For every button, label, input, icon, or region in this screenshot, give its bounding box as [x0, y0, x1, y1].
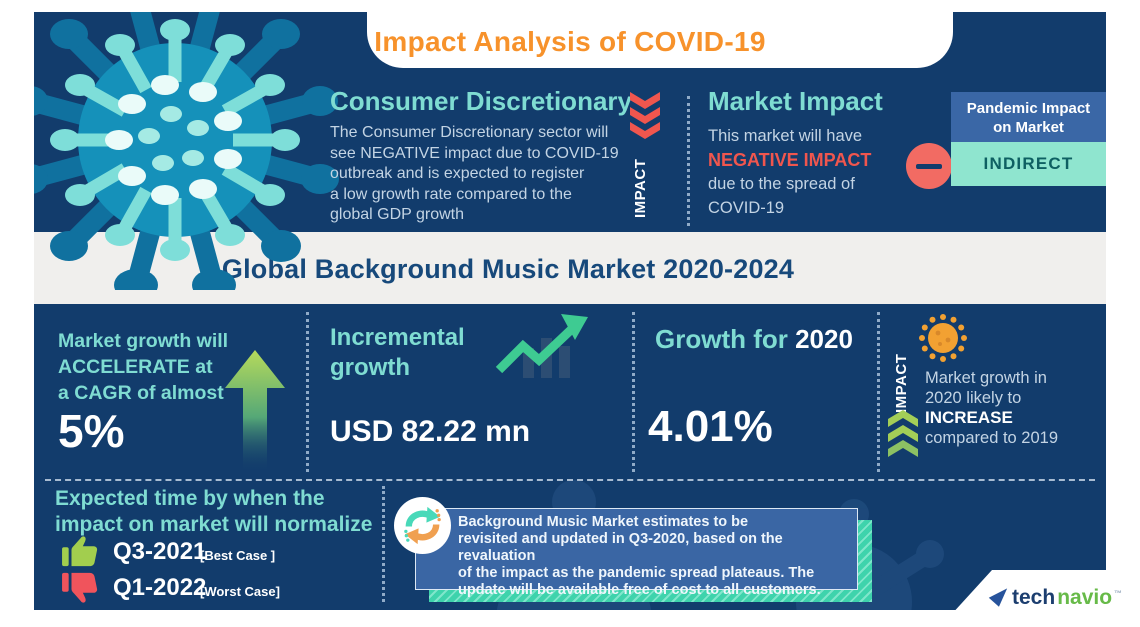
cagr-line: Market growth will [58, 330, 229, 352]
impact-2020-line: compared to 2019 [925, 429, 1059, 447]
consumer-body-line: global GDP growth [330, 206, 464, 223]
incremental-line: growth [330, 354, 410, 381]
worst-case-label: [Worst Case] [200, 584, 280, 599]
growth-2020-label: Growth for 2020 [655, 324, 853, 355]
best-case-label: [Best Case ] [200, 548, 276, 563]
cagr-line: ACCELERATE at [58, 356, 213, 378]
pandemic-impact-box: Pandemic Impact on Market INDIRECT [951, 92, 1106, 186]
consumer-body-line: see NEGATIVE impact due to COVID-19 [330, 144, 619, 162]
growth-2020-prefix: Growth for [655, 324, 796, 354]
consumer-body-line: outbreak and is expected to register [330, 165, 585, 182]
note-line: update will be available free of cost to… [458, 582, 821, 598]
consumer-body-line: a low growth rate compared to the [330, 185, 572, 203]
incremental-line: Incremental [330, 324, 465, 351]
logo-text-navio: navio [1057, 586, 1113, 609]
vertical-separator [306, 312, 309, 472]
impact-vertical-label: IMPACT [893, 353, 910, 413]
note-card: Background Music Market estimates to be … [415, 508, 858, 598]
pandemic-impact-title-line: Pandemic Impact [966, 100, 1091, 117]
horizontal-dashed-divider [45, 479, 1095, 481]
coronavirus-illustration-icon [34, 12, 339, 290]
minus-circle-icon [906, 143, 952, 189]
market-impact-line: due to the spread of [708, 175, 855, 193]
cagr-stat-label: Market growth will ACCELERATE at a CAGR … [58, 328, 228, 406]
growth-2020-year: 2020 [795, 324, 853, 354]
pandemic-impact-title: Pandemic Impact on Market [951, 92, 1106, 142]
growth-up-arrow-icon [225, 350, 285, 472]
incremental-growth-value: USD 82.22 mn [330, 415, 531, 448]
note-text: Background Music Market estimates to be … [458, 514, 857, 599]
market-banner-title: Global Background Music Market 2020-2024 [221, 254, 795, 284]
normalize-heading: Expected time by when the impact on mark… [55, 486, 372, 538]
thumbs-down-icon [62, 572, 98, 603]
vertical-separator [877, 312, 880, 472]
consumer-discretionary-body: The Consumer Discretionary sector will s… [330, 123, 619, 226]
covid-header-box [367, 0, 953, 68]
note-line: Background Music Market estimates to be [458, 514, 749, 530]
impact-2020-line: 2020 likely to [925, 389, 1022, 407]
worst-case-quarter: Q1-2022 [113, 574, 207, 601]
incremental-growth-label: Incremental growth [330, 323, 465, 383]
impact-2020-text: Market growth in 2020 likely to INCREASE… [925, 368, 1058, 448]
impact-2020-line: Market growth in [925, 369, 1047, 387]
consumer-body-line: The Consumer Discretionary sector will [330, 124, 609, 141]
normalize-heading-line: Expected time by when the [55, 487, 325, 510]
consumer-discretionary-heading: Consumer Discretionary [330, 86, 632, 116]
negative-impact-highlight: NEGATIVE IMPACT [708, 150, 872, 170]
technavio-logo: tech navio ™ [988, 586, 1122, 610]
market-impact-body: This market will have NEGATIVE IMPACT du… [708, 124, 871, 220]
note-line: of the impact as the pandemic spread pla… [458, 565, 815, 581]
logo-trademark: ™ [1114, 588, 1123, 598]
virus-sun-icon [919, 314, 967, 362]
cagr-line: a CAGR of almost [58, 382, 224, 404]
pandemic-impact-title-line: on Market [993, 119, 1064, 136]
increase-highlight: INCREASE [925, 408, 1013, 427]
market-impact-heading: Market Impact [708, 86, 883, 116]
trend-chart-icon [495, 314, 588, 378]
vertical-separator [382, 486, 385, 602]
cagr-value: 5% [58, 405, 125, 457]
market-impact-line: COVID-19 [708, 199, 785, 217]
refresh-icon [394, 497, 451, 554]
note-line: revisited and updated in Q3-2020, based … [458, 531, 783, 564]
vertical-separator [687, 96, 690, 226]
chevrons-up-icon [888, 410, 918, 457]
growth-2020-value: 4.01% [648, 402, 773, 451]
best-case-quarter: Q3-2021 [113, 538, 207, 565]
logo-text-tech: tech [1012, 586, 1056, 609]
market-impact-line: This market will have [708, 127, 863, 145]
normalize-heading-line: impact on market will normalize [55, 513, 373, 536]
vertical-separator [632, 312, 635, 472]
chevrons-down-icon [630, 92, 660, 139]
page-title: Impact Analysis of COVID-19 [374, 26, 766, 57]
technavio-arrow-icon [988, 587, 1008, 607]
thumbs-up-icon [62, 536, 98, 567]
impact-vertical-label: IMPACT [632, 158, 649, 218]
minus-bar [916, 163, 942, 169]
pandemic-impact-value: INDIRECT [951, 142, 1106, 186]
